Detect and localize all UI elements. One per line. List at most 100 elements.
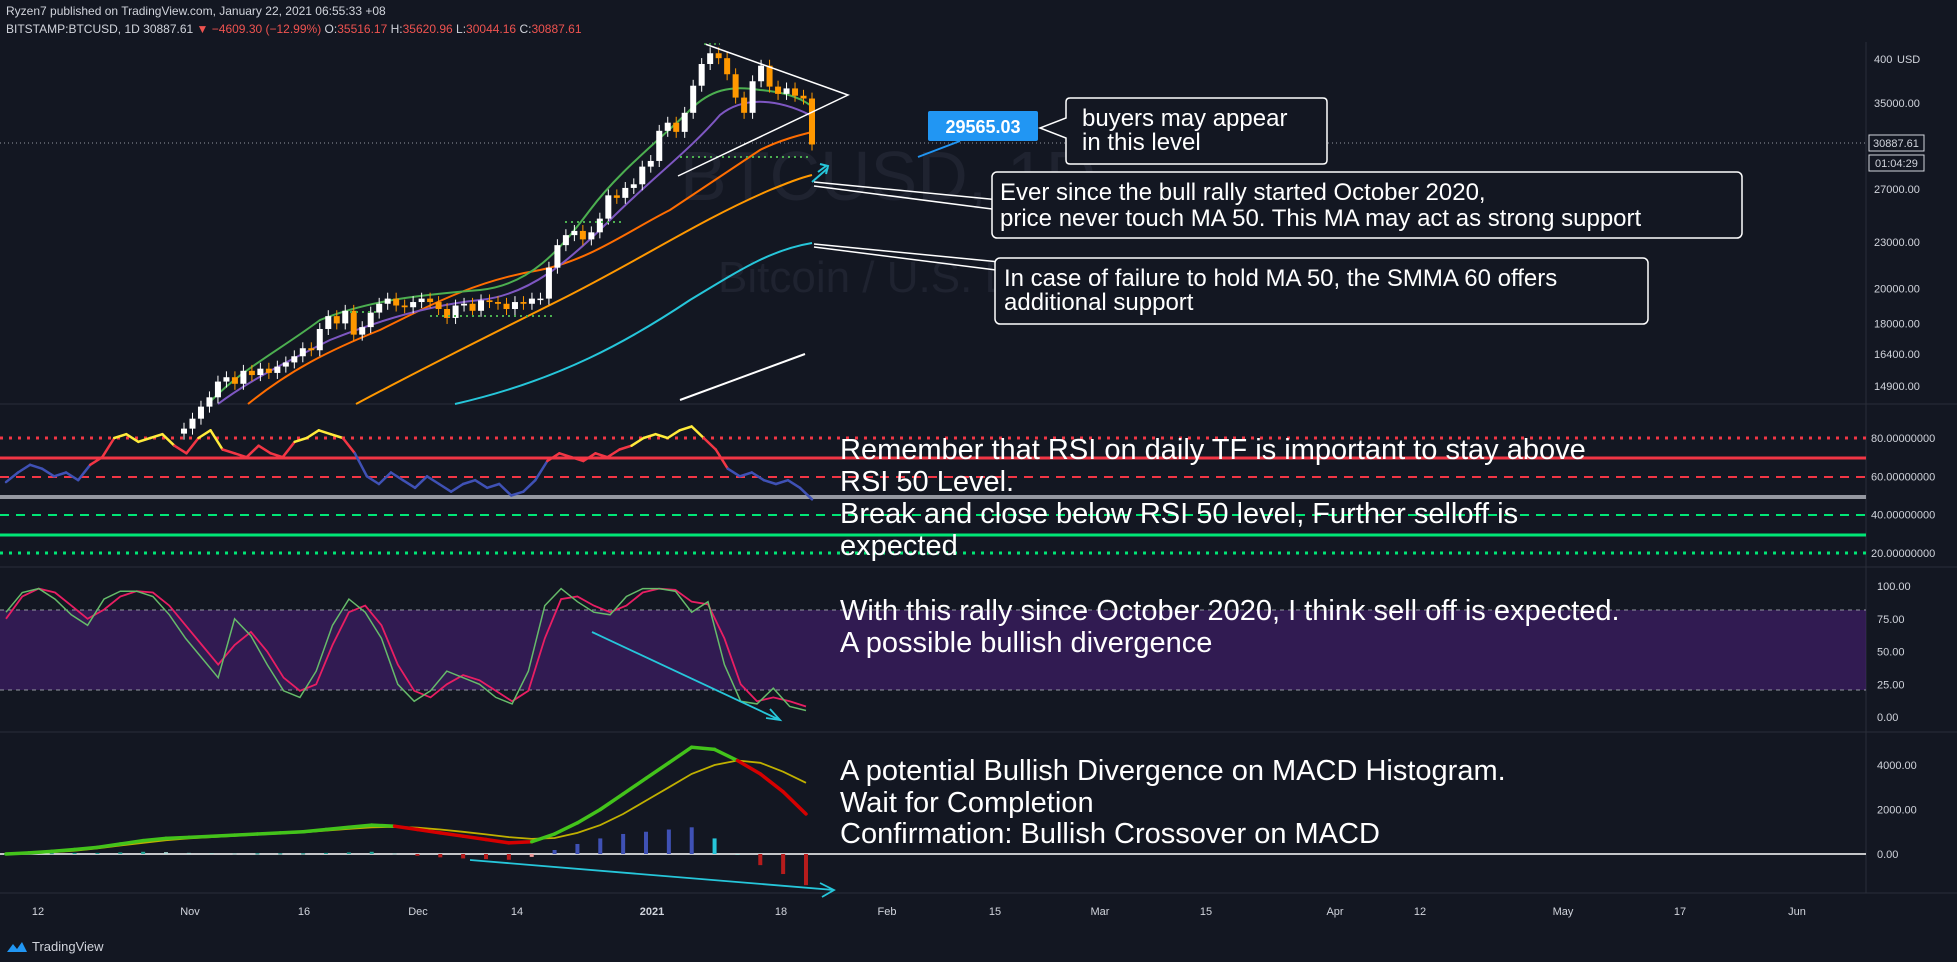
rsi-segment (365, 475, 381, 486)
candle-body (265, 368, 272, 373)
stoch-tick-label: 50.00 (1877, 647, 1905, 659)
candle-body (732, 74, 739, 98)
macd-histogram-bar (209, 853, 214, 855)
down-triangle-icon: ▼ (196, 22, 209, 36)
macd-line-segment (644, 761, 671, 781)
tradingview-brand[interactable]: TradingView (6, 939, 104, 954)
candle-body (393, 298, 400, 306)
candle-body (630, 184, 637, 188)
macd-histogram-bar (804, 854, 808, 886)
rsi-segment (281, 440, 296, 459)
rsi-segment (341, 436, 357, 455)
candle-body (333, 316, 340, 324)
price-axis: 400 35000.00 27000.00 23000.00 20000.00 18000… (1874, 54, 1920, 393)
rsi-segment (510, 490, 525, 497)
time-tick-label: 15 (989, 906, 1001, 918)
rsi-tick-label: 20.00000000 (1871, 548, 1935, 560)
ema-slow-line (247, 131, 813, 405)
price-tick-label: 14900.00 (1874, 381, 1920, 393)
candle-body (528, 298, 535, 304)
callout-smma60[interactable]: In case of failure to hold MA 50, the SM… (813, 243, 1649, 325)
macd-line-segment (27, 849, 54, 855)
candle-body (181, 428, 187, 434)
rsi-segment (449, 482, 465, 493)
macd-line-segment (781, 789, 808, 816)
rsi-segment (389, 471, 405, 482)
candle-body (749, 81, 756, 113)
rsi-segment (185, 436, 200, 455)
macd-histogram-bar (621, 833, 626, 854)
rsi-segment (702, 436, 718, 451)
macd-line-segment (552, 821, 580, 836)
rsi-segment (678, 425, 693, 432)
rsi-segment (401, 478, 417, 490)
time-tick-label: Nov (180, 906, 200, 918)
macd-note-line3: Confirmation: Bullish Crossover on MACD (840, 818, 1380, 850)
price-candles (181, 47, 815, 440)
macd-histogram-bar (598, 838, 603, 854)
candle-body (690, 85, 697, 113)
macd-line-segment (4, 851, 31, 856)
candle-body (724, 58, 731, 75)
candle-body (291, 356, 298, 363)
rsi-segment (726, 467, 742, 478)
macd-line-segment (507, 840, 534, 845)
callout-ma50[interactable]: Ever since the bull rally started Octobe… (813, 171, 1743, 239)
macd-line-segment (187, 834, 214, 840)
tradingview-logo-icon (7, 941, 27, 952)
candle-body (189, 418, 196, 429)
publisher-line: Ryzen7 published on TradingView.com, Jan… (6, 4, 386, 18)
macd-line-segment (667, 745, 694, 765)
macd-line-segment (369, 823, 397, 828)
candle-body (376, 303, 383, 313)
candle-body (469, 303, 476, 311)
rsi-note-line4: expected (840, 530, 958, 562)
symbol-name[interactable]: BITSTAMP:BTCUSD, 1D (6, 22, 140, 36)
price-tick-label: 400 (1874, 54, 1892, 66)
macd-line-segment (72, 845, 100, 852)
macd-line-segment (461, 834, 488, 842)
rsi-segment (606, 448, 621, 459)
candle-body (231, 377, 238, 384)
macd-histogram-bar (438, 854, 443, 858)
time-tick-label: May (1553, 906, 1574, 918)
low-label: L: (456, 22, 467, 36)
rsi-segment (209, 429, 224, 451)
time-tick-label: 12 (1414, 906, 1426, 918)
macd-line-segment (598, 792, 625, 812)
buyer-level-tag[interactable]: 29565.03 (917, 111, 1038, 158)
candle-body (681, 112, 688, 132)
stoch-note-line2: A possible bullish divergence (840, 627, 1212, 659)
time-tick-label: Feb (878, 906, 897, 918)
macd-line-segment (758, 772, 785, 794)
callout-buyers[interactable]: buyers may appear in this level (1037, 97, 1328, 165)
macd-line-segment (712, 747, 740, 763)
candle-body (809, 98, 815, 145)
rsi-segment (161, 432, 176, 447)
time-tick-label: 2021 (640, 906, 664, 918)
macd-signal-line (5, 759, 807, 855)
rsi-segment (137, 436, 152, 444)
macd-line-segment (118, 838, 145, 846)
rsi-segment (52, 471, 68, 478)
time-tick-label: 14 (511, 906, 523, 918)
candle-body (758, 65, 765, 82)
macd-note-line2: Wait for Completion (840, 787, 1094, 819)
macd-histogram-bar (529, 854, 534, 857)
candle-body (418, 298, 425, 303)
rsi-segment (522, 478, 537, 493)
rsi-segment (630, 436, 645, 447)
candle-body (613, 195, 620, 198)
close-value: 30887.61 (531, 22, 582, 36)
macd-histogram-bar (324, 852, 328, 854)
rsi-segment (16, 463, 32, 474)
candle-body (359, 327, 366, 335)
candle-body (792, 88, 799, 96)
stoch-divergence-arrow (591, 631, 783, 722)
candle-body (579, 230, 586, 240)
macd-histogram-bar (689, 827, 694, 854)
macd-line-segment (735, 758, 763, 776)
macd-histogram-bar (255, 853, 260, 855)
macd-histogram-bar (484, 854, 488, 860)
